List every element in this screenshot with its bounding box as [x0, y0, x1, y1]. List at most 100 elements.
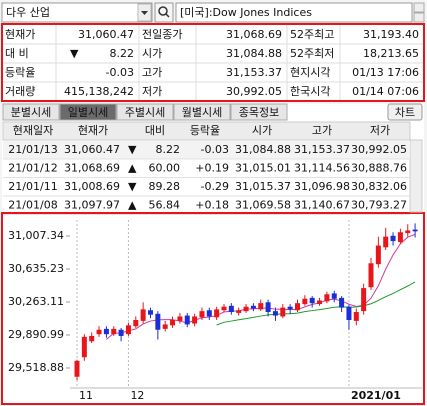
candle-body	[243, 306, 249, 312]
x-tick-label: 2021/01	[351, 389, 401, 402]
candle-body	[214, 309, 220, 318]
table-cell: 30,793.27	[351, 199, 407, 212]
y-tick-label: 31,007.34	[8, 229, 64, 242]
quote-label: 시가	[142, 47, 162, 60]
x-tick-label: 12	[130, 389, 144, 402]
candle-body	[272, 311, 278, 316]
quote-label: 등락율	[5, 66, 35, 79]
candle-body	[309, 297, 315, 304]
candle-body	[118, 329, 124, 336]
table-cell: 30,888.76	[351, 162, 407, 175]
candle-body	[81, 336, 87, 358]
candle-body	[162, 324, 168, 329]
tab[interactable]	[230, 103, 288, 121]
table-cell: 31,097.97	[64, 199, 120, 212]
y-tick-label: 29,890.99	[8, 328, 64, 341]
table-header	[2, 121, 411, 141]
chart-button[interactable]	[387, 103, 423, 121]
candle-body	[346, 306, 352, 321]
table-cell: 21/01/13	[8, 143, 57, 156]
table-cell: 89.28	[149, 180, 181, 193]
table-cell: 31,060.47	[64, 143, 120, 156]
table-cell: ▲	[128, 199, 137, 212]
candle-body	[375, 245, 381, 265]
candle-body	[206, 310, 212, 317]
dropdown-arrow	[141, 11, 148, 15]
search-button[interactable]	[154, 2, 174, 23]
table-cell: 31,069.58	[235, 199, 291, 212]
candle-body	[331, 293, 337, 299]
quote-value: 31,153.37	[226, 66, 282, 79]
quote-value: 31,060.47	[78, 28, 134, 41]
table-cell: ▼	[128, 180, 137, 193]
candle-body	[96, 329, 102, 335]
table-cell: 56.84	[149, 199, 181, 212]
tab-label: 분별시세	[11, 106, 51, 119]
table-cell: ▲	[128, 162, 137, 175]
table-cell: ▼	[128, 143, 137, 156]
quote-value: 31,068.69	[226, 28, 282, 41]
x-tick-label: 11	[79, 389, 93, 402]
candle-body	[258, 303, 264, 310]
candle-body	[324, 294, 330, 302]
table-cell: 31,015.37	[235, 180, 291, 193]
candle-body	[228, 305, 234, 313]
candle-body	[74, 360, 80, 377]
table-cell: 31,084.88	[235, 143, 291, 156]
candle-body	[361, 288, 367, 312]
tab[interactable]	[59, 103, 117, 121]
table-cell: -0.03	[201, 143, 229, 156]
change-arrow: ▼	[70, 47, 79, 60]
table-cell: 31,114.56	[294, 162, 350, 175]
candle-body	[177, 316, 183, 321]
table-cell: 31,008.69	[64, 180, 120, 193]
scroll-up[interactable]	[413, 2, 425, 13]
candle-body	[89, 335, 95, 342]
table-cell: 21/01/11	[8, 180, 57, 193]
candle-body	[221, 306, 227, 311]
quote-value: 31,193.40	[363, 28, 419, 41]
table-cell: 21/01/12	[8, 162, 57, 175]
tab[interactable]	[2, 103, 60, 121]
candle-body	[155, 313, 161, 330]
scroll-down[interactable]	[413, 12, 425, 23]
candle-body	[148, 310, 153, 315]
symbol-input[interactable]	[1, 2, 153, 23]
table-cell: 31,096.98	[294, 180, 350, 193]
candle-body	[317, 300, 323, 305]
tab-label: 종목정보	[239, 106, 279, 119]
scrollbar[interactable]	[409, 139, 423, 213]
candle-body	[302, 298, 308, 305]
table-header-label: 고가	[312, 124, 332, 137]
quote-label: 저가	[142, 85, 162, 98]
quote-label: 한국시각	[290, 85, 330, 98]
y-tick-label: 30,263.11	[8, 295, 64, 308]
candle-body	[192, 316, 198, 324]
ma-long	[216, 281, 416, 326]
candle-body	[170, 320, 176, 326]
candle-body	[236, 310, 242, 313]
quote-label: 현지시각	[290, 66, 330, 79]
search-icon	[158, 6, 168, 16]
table-cell: 31,015.01	[235, 162, 291, 175]
candle-body	[133, 320, 139, 327]
candle-body	[412, 229, 418, 232]
candle-body	[199, 311, 205, 318]
table-cell: +0.18	[195, 199, 229, 212]
quote-label: 52주최저	[290, 47, 334, 60]
quote-value: -0.03	[106, 66, 134, 79]
chart-button-label: 차트	[395, 106, 415, 119]
candle-body	[383, 236, 389, 248]
table-header-label: 저가	[370, 124, 390, 137]
candle-body	[390, 235, 396, 242]
candle-body	[280, 307, 286, 317]
candle-body	[405, 230, 411, 234]
table-cell: -0.29	[201, 180, 229, 193]
table-header-label: 대비	[145, 124, 165, 137]
quote-label: 고가	[142, 66, 162, 79]
candle-body	[397, 232, 403, 242]
tab[interactable]	[173, 103, 231, 121]
quote-label: 대 비	[5, 47, 29, 60]
tab[interactable]	[116, 103, 174, 121]
symbol-text: 다우 산업	[6, 6, 50, 19]
